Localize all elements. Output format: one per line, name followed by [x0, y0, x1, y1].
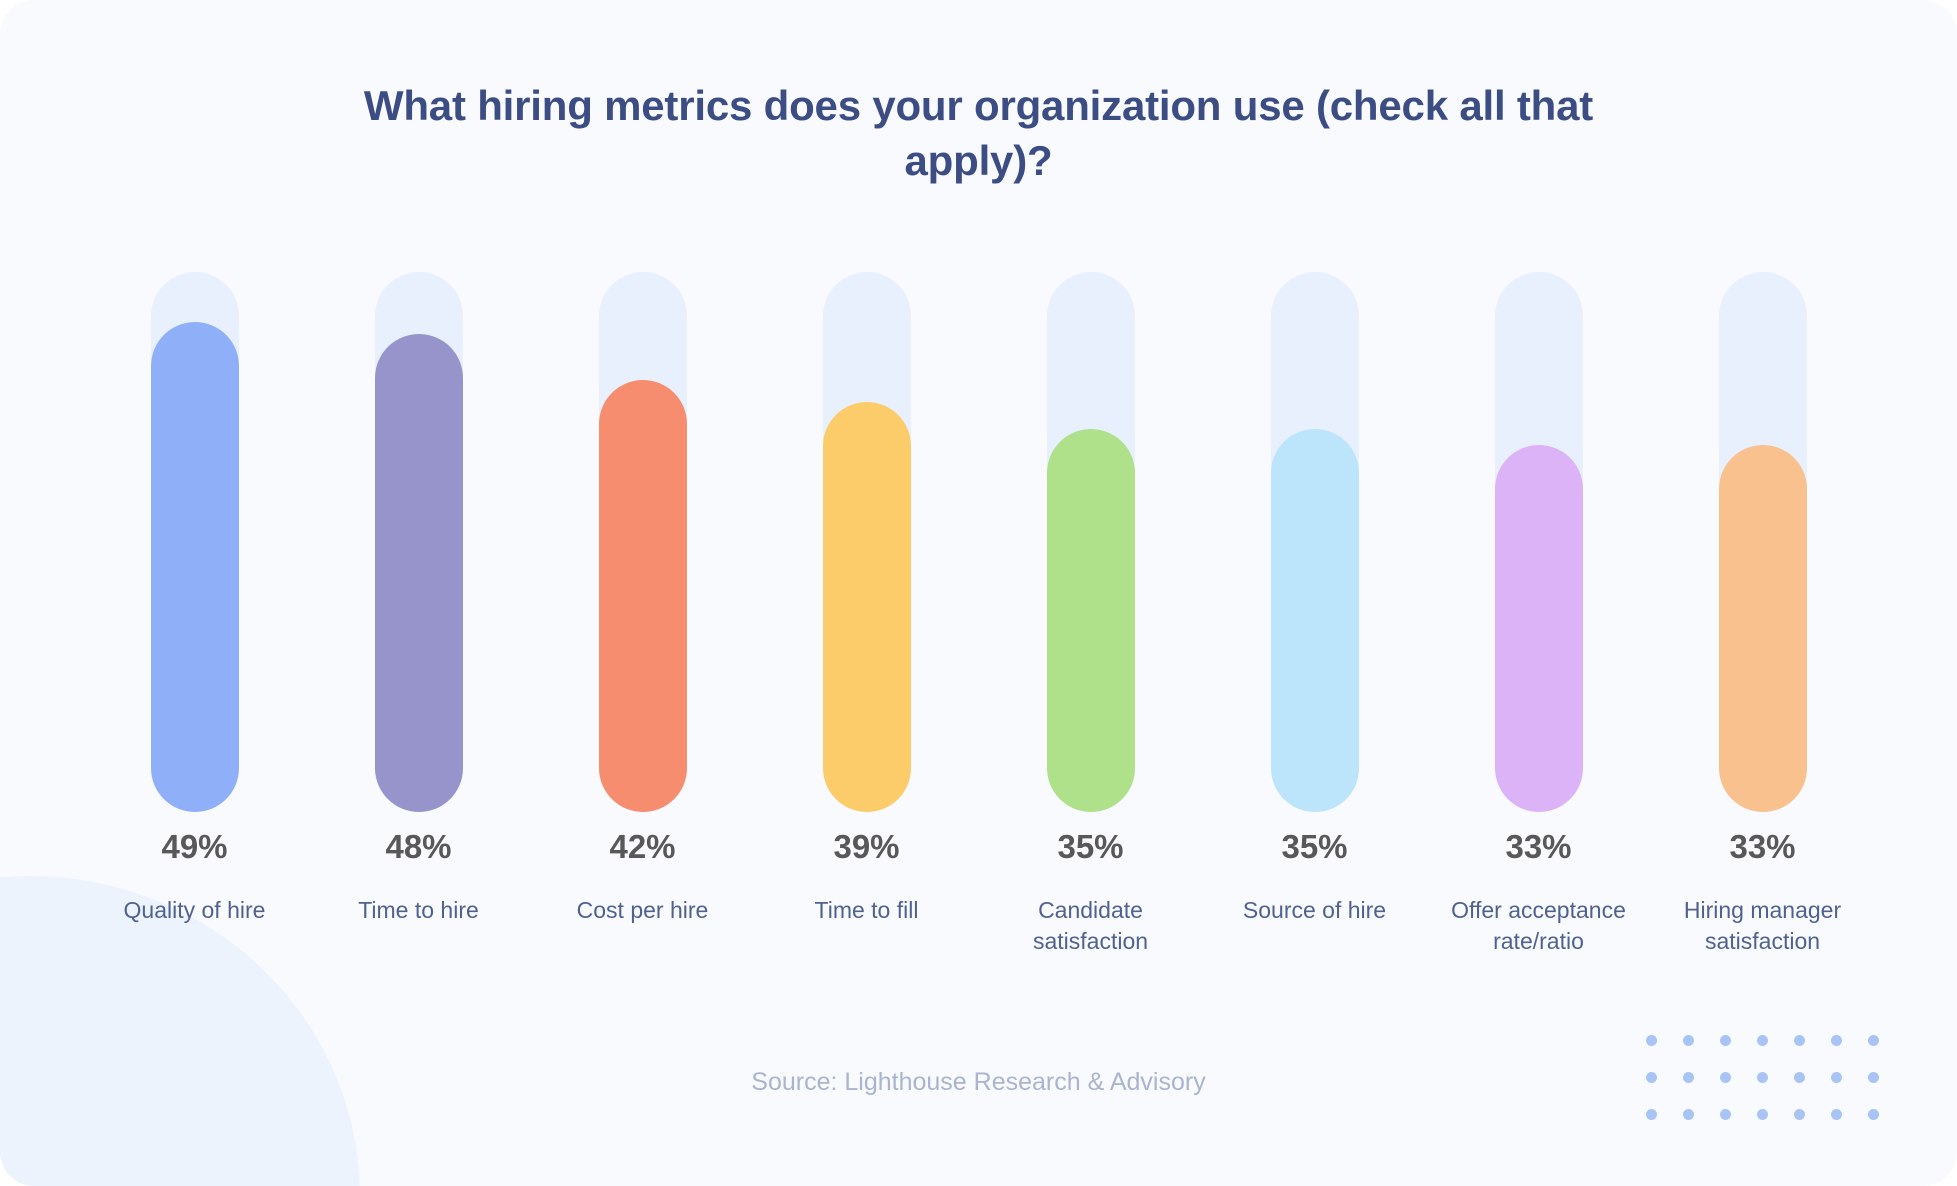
bar-label-group: 35% Source of hire [1243, 828, 1386, 926]
decorative-dot [1831, 1109, 1842, 1120]
decorative-dot [1720, 1109, 1731, 1120]
bar-value-label: 35% [1057, 828, 1124, 865]
decorative-dot [1720, 1035, 1731, 1046]
bar-fill [1494, 444, 1583, 812]
decorative-dot [1646, 1109, 1657, 1120]
bar-column [1270, 272, 1359, 812]
bar-fill [150, 321, 239, 812]
bar-value-label: 33% [1505, 828, 1572, 865]
decorative-dot [1683, 1035, 1694, 1046]
bar-fill [1270, 428, 1359, 812]
bar-category-label: Source of hire [1242, 897, 1387, 923]
bar-value-label: 35% [1281, 828, 1348, 865]
bar-label-group: 39% Time to fill [815, 828, 919, 926]
bar-column [150, 272, 239, 812]
bar-category-label: Quality of hire [123, 897, 266, 923]
bar-column [822, 272, 911, 812]
page-title: What hiring metrics does your organizati… [363, 82, 1594, 185]
bar-value-label: 42% [609, 828, 676, 865]
bar-column [598, 272, 687, 812]
bar-labels: 49% Quality of hire 48% Time to hire 42% Cost… [0, 830, 1957, 957]
decorative-dot [1757, 1109, 1768, 1120]
decorative-dot [1794, 1035, 1805, 1046]
bar-category-label: Time to fill [814, 897, 919, 923]
bar-value-label: 33% [1729, 828, 1796, 865]
bar-label-group: 42% Cost per hire [577, 828, 709, 926]
bar-fill [374, 334, 463, 812]
bar-label-group: 33% Hiring manager satisfaction [1684, 828, 1841, 957]
bar-fill [1046, 428, 1135, 812]
bar-fill [598, 380, 687, 812]
decorative-dot [1868, 1035, 1879, 1046]
decorative-dot [1683, 1109, 1694, 1120]
bar-value-label: 48% [385, 828, 452, 865]
bar-column [1718, 272, 1807, 812]
bar-label-group: 35% Candidate satisfaction [1033, 828, 1148, 957]
decorative-dot [1794, 1109, 1805, 1120]
bar-category-label: Offer acceptance rate/ratio [1451, 897, 1626, 955]
decorative-dot [1757, 1035, 1768, 1046]
bar-category-label: Candidate satisfaction [1032, 897, 1149, 955]
bar-column [1494, 272, 1583, 812]
bar-chart [0, 272, 1957, 812]
decorative-dot [1868, 1109, 1879, 1120]
bar-column [1046, 272, 1135, 812]
bar-value-label: 39% [833, 828, 900, 865]
bar-fill [822, 401, 911, 812]
bar-value-label: 49% [161, 828, 228, 865]
decorative-dot [1646, 1035, 1657, 1046]
decorative-dot [1831, 1035, 1842, 1046]
bar-label-group: 48% Time to hire [358, 828, 479, 926]
bar-column [374, 272, 463, 812]
bar-fill [1718, 444, 1807, 812]
bar-category-label: Cost per hire [576, 897, 709, 923]
bar-category-label: Time to hire [358, 897, 479, 923]
bar-label-group: 49% Quality of hire [124, 828, 266, 926]
bar-label-group: 33% Offer acceptance rate/ratio [1451, 828, 1626, 957]
bar-category-label: Hiring manager satisfaction [1683, 897, 1842, 955]
source-caption: Source: Lighthouse Research & Advisory [751, 1068, 1206, 1096]
